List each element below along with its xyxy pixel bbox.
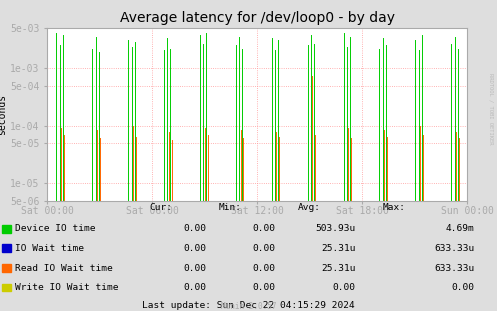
- Text: Munin 2.0.57: Munin 2.0.57: [221, 302, 276, 311]
- Text: 0.00: 0.00: [253, 264, 276, 272]
- Text: 0.00: 0.00: [253, 225, 276, 233]
- Text: 503.93u: 503.93u: [315, 225, 355, 233]
- Text: Device IO time: Device IO time: [15, 225, 96, 233]
- Title: Average latency for /dev/loop0 - by day: Average latency for /dev/loop0 - by day: [120, 12, 395, 26]
- Text: IO Wait time: IO Wait time: [15, 244, 84, 253]
- Text: Read IO Wait time: Read IO Wait time: [15, 264, 113, 272]
- Text: Last update: Sun Dec 22 04:15:29 2024: Last update: Sun Dec 22 04:15:29 2024: [142, 301, 355, 310]
- Text: RRDTOOL / TOBI OETIKER: RRDTOOL / TOBI OETIKER: [489, 73, 494, 145]
- Text: 0.00: 0.00: [183, 264, 206, 272]
- Text: Write IO Wait time: Write IO Wait time: [15, 283, 119, 292]
- Text: 25.31u: 25.31u: [321, 264, 355, 272]
- Text: Avg:: Avg:: [298, 203, 321, 212]
- Text: 0.00: 0.00: [183, 244, 206, 253]
- Text: 0.00: 0.00: [253, 283, 276, 292]
- Text: 25.31u: 25.31u: [321, 244, 355, 253]
- Text: 0.00: 0.00: [183, 283, 206, 292]
- Text: Min:: Min:: [219, 203, 242, 212]
- Text: 0.00: 0.00: [253, 244, 276, 253]
- Text: 0.00: 0.00: [452, 283, 475, 292]
- Y-axis label: seconds: seconds: [0, 94, 7, 135]
- Text: Cur:: Cur:: [149, 203, 172, 212]
- Text: Max:: Max:: [383, 203, 406, 212]
- Text: 0.00: 0.00: [183, 225, 206, 233]
- Text: 633.33u: 633.33u: [434, 244, 475, 253]
- Text: 0.00: 0.00: [332, 283, 355, 292]
- Text: 633.33u: 633.33u: [434, 264, 475, 272]
- Text: 4.69m: 4.69m: [446, 225, 475, 233]
